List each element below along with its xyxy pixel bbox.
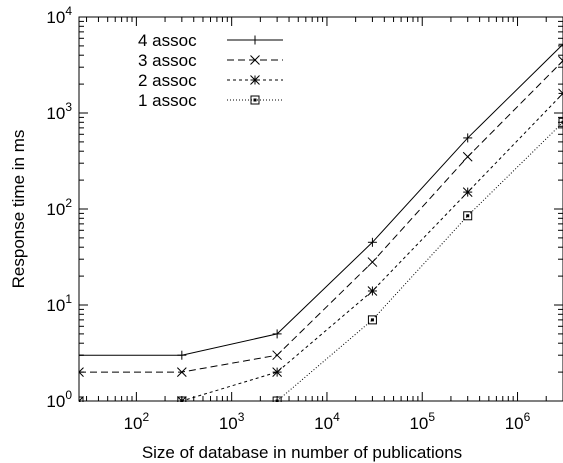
legend-entry: 1 assoc <box>138 91 283 110</box>
y-axis-label: Response time in ms <box>9 130 28 289</box>
data-point-star <box>250 75 260 85</box>
series-2 <box>79 55 563 377</box>
series-line <box>79 121 563 402</box>
series-line <box>79 93 563 402</box>
data-point-cross <box>79 367 84 377</box>
data-point-square <box>272 396 282 402</box>
data-point-star <box>272 367 282 377</box>
x-tick-label: 105 <box>409 410 435 433</box>
series-line <box>79 43 563 356</box>
data-point-plus <box>558 39 563 49</box>
data-point-cross <box>367 257 378 267</box>
x-tick-label: 104 <box>314 410 340 433</box>
data-point-plus <box>177 350 187 360</box>
y-tick-label: 104 <box>46 4 72 27</box>
x-tick-label: 106 <box>505 410 531 433</box>
data-point-square <box>177 396 187 402</box>
data-point-plus <box>79 350 84 360</box>
data-point-cross <box>462 151 473 162</box>
x-tick-label: 102 <box>124 410 150 433</box>
data-point-plus <box>463 133 473 143</box>
x-tick-label: 103 <box>219 410 245 433</box>
data-point-plus <box>367 237 377 247</box>
data-point-plus <box>250 35 260 45</box>
y-tick-label: 101 <box>46 292 72 315</box>
axis-ticks <box>79 16 563 402</box>
y-tick-label: 100 <box>46 388 72 411</box>
legend-label: 3 assoc <box>138 51 197 70</box>
data-point-square <box>463 211 473 221</box>
series-layer <box>79 39 563 402</box>
legend-entry: 2 assoc <box>138 71 283 90</box>
data-point-cross <box>250 55 260 65</box>
data-point-square <box>558 117 563 127</box>
data-point-cross <box>176 367 187 377</box>
tick-labels: 100 101 102 103 104 102 103 104 105 106 <box>46 4 530 433</box>
y-tick-label: 103 <box>46 100 72 123</box>
data-point-square <box>79 396 84 402</box>
data-point-star <box>558 88 563 99</box>
legend-entry: 4 assoc <box>138 31 283 50</box>
data-point-star <box>462 187 473 197</box>
data-point-square <box>250 95 260 105</box>
legend-label: 2 assoc <box>138 71 197 90</box>
data-point-cross <box>272 350 282 361</box>
legend-entry: 3 assoc <box>138 51 283 70</box>
x-axis-label: Size of database in number of publicatio… <box>142 443 462 462</box>
series-3 <box>79 88 563 402</box>
data-point-star <box>367 286 378 296</box>
series-line <box>79 60 563 373</box>
data-point-cross <box>558 55 563 66</box>
series-1 <box>79 39 563 360</box>
legend-label: 1 assoc <box>138 91 197 110</box>
y-tick-label: 102 <box>46 196 72 219</box>
series-4 <box>79 117 563 402</box>
data-point-plus <box>272 329 282 339</box>
legend-label: 4 assoc <box>138 31 197 50</box>
data-point-square <box>367 315 377 325</box>
